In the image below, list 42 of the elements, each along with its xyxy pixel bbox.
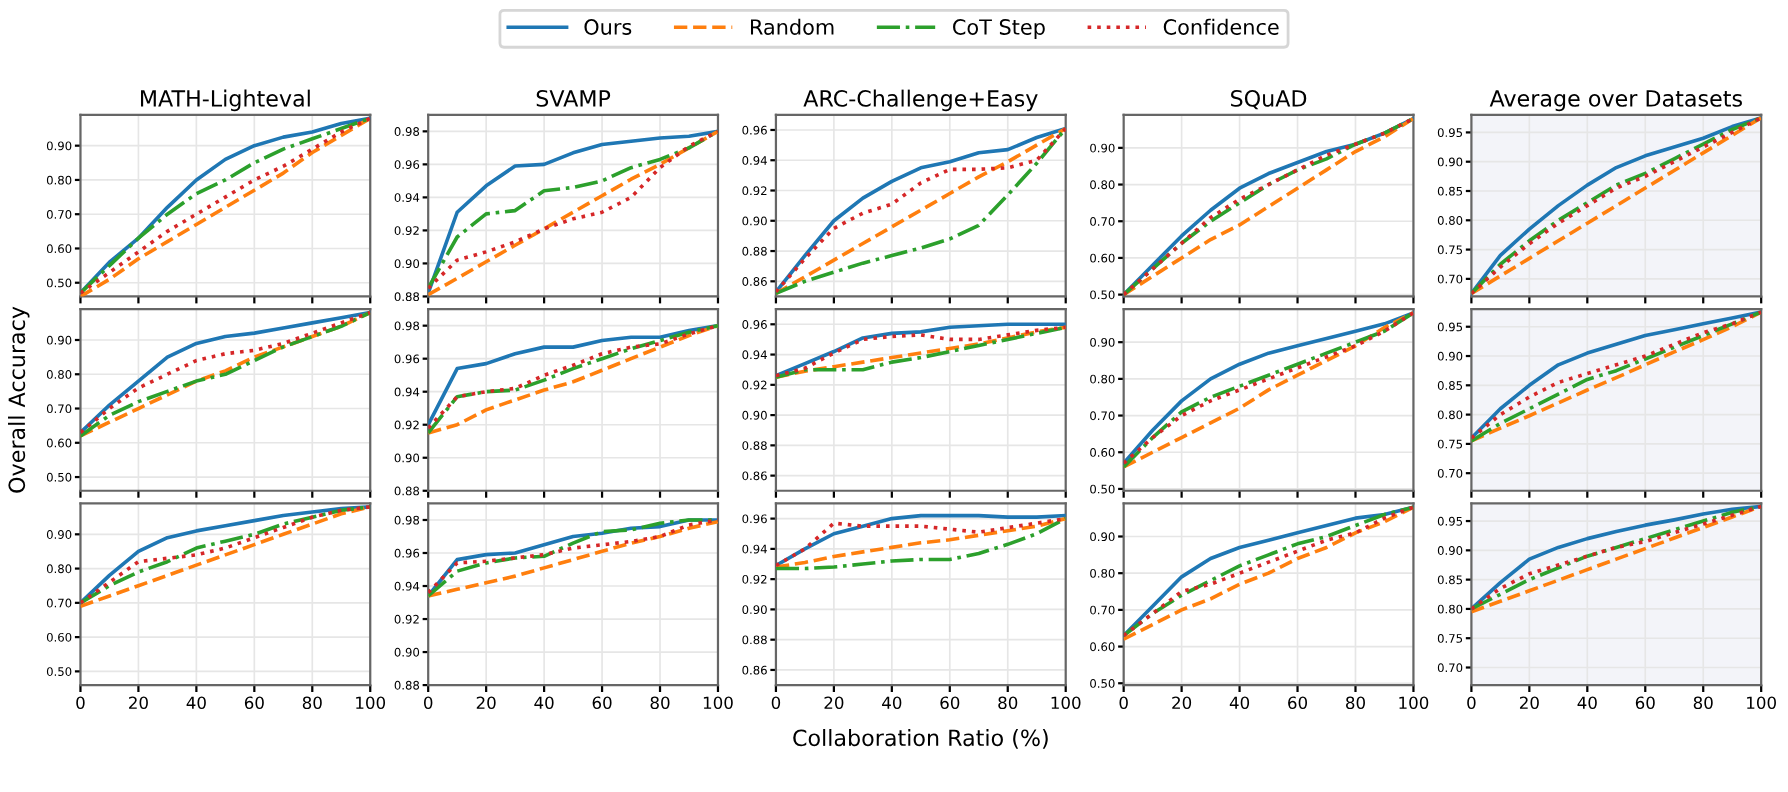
x-tick-label: 60 bbox=[1635, 696, 1655, 710]
x-tick-label: 40 bbox=[882, 696, 902, 710]
x-tick-label: 20 bbox=[129, 696, 148, 710]
x-axis-title: Collaboration Ratio (%) bbox=[793, 728, 1048, 749]
legend-label: Confidence bbox=[1163, 18, 1279, 35]
x-tick-label: 80 bbox=[998, 696, 1018, 710]
x-tick-label: 40 bbox=[1229, 696, 1250, 710]
x-tick-label: 100 bbox=[1051, 696, 1081, 710]
chart-title: ARC-Challenge+Easy bbox=[803, 89, 1038, 112]
chart-title: MATH-Lighteval bbox=[141, 89, 310, 112]
line-series bbox=[1123, 116, 1414, 297]
x-tick-label: 100 bbox=[703, 696, 733, 710]
x-tick-label: 100 bbox=[1747, 696, 1776, 710]
x-tick-label: 60 bbox=[592, 696, 612, 710]
x-tick-label: 80 bbox=[302, 696, 322, 710]
x-tick-label: 100 bbox=[356, 696, 386, 710]
x-tick-label: 60 bbox=[940, 696, 960, 710]
legend-label: Ours bbox=[584, 19, 632, 35]
x-tick-label: 40 bbox=[534, 696, 554, 710]
x-tick-label: 60 bbox=[244, 696, 264, 710]
legend-label: CoT Step bbox=[953, 19, 1045, 39]
chart-title: SQuAD bbox=[1231, 90, 1307, 110]
x-tick-label: 20 bbox=[1172, 696, 1192, 710]
x-tick-label: 80 bbox=[650, 696, 670, 710]
x-tick-label: 40 bbox=[1577, 696, 1597, 710]
legend-label: Random bbox=[750, 18, 834, 35]
x-tick-label: 40 bbox=[186, 696, 206, 710]
x-tick-label: 0 bbox=[771, 696, 781, 710]
x-tick-label: 80 bbox=[1693, 696, 1713, 710]
x-tick-label: 80 bbox=[1346, 696, 1365, 710]
x-tick-label: 0 bbox=[423, 696, 433, 710]
chart-title: SVAMP bbox=[536, 90, 611, 107]
x-tick-label: 100 bbox=[1399, 696, 1429, 710]
y-axis-title: Overall Accuracy bbox=[7, 306, 30, 493]
x-tick-label: 20 bbox=[824, 696, 844, 710]
x-tick-label: 20 bbox=[1519, 696, 1539, 710]
x-tick-label: 0 bbox=[76, 696, 85, 710]
x-tick-label: 0 bbox=[1119, 696, 1128, 710]
x-tick-label: 20 bbox=[476, 696, 496, 710]
x-tick-label: 60 bbox=[1288, 696, 1308, 710]
x-tick-label: 0 bbox=[1467, 696, 1476, 710]
chart-title: Average over Datasets bbox=[1489, 90, 1742, 112]
